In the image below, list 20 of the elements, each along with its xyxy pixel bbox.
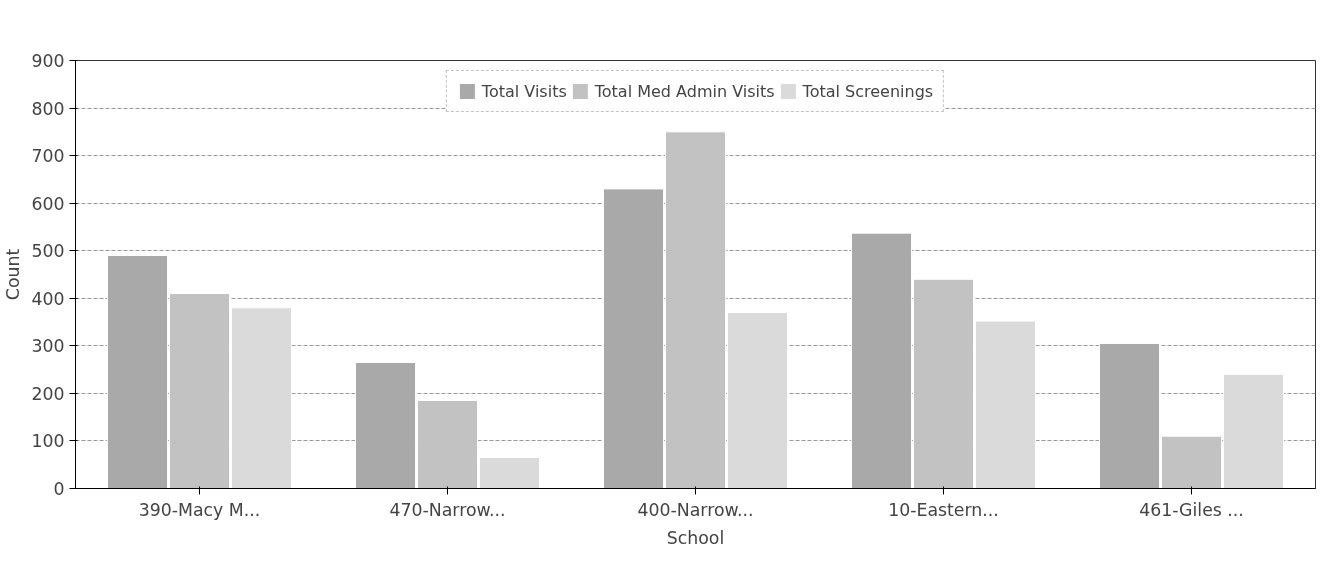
y-axis-title: Count xyxy=(3,248,24,301)
x-tick-label: 461-Giles ... xyxy=(1139,499,1244,520)
x-tick-label: 470-Narrow... xyxy=(389,499,506,520)
legend-label: Total Visits xyxy=(481,81,567,101)
x-tick-label: 400-Narrow... xyxy=(637,499,754,520)
x-tick-label: 10-Eastern... xyxy=(888,499,999,520)
y-tick-label: 400 xyxy=(31,288,65,309)
y-tick-label: 800 xyxy=(31,98,65,119)
y-tick-label: 900 xyxy=(31,51,65,71)
y-tick-label: 100 xyxy=(31,431,65,452)
y-tick-label: 500 xyxy=(31,241,65,262)
x-tick-label: 390-Macy M... xyxy=(138,499,261,520)
y-tick-label: 200 xyxy=(31,383,65,404)
legend-label: Total Med Admin Visits xyxy=(594,81,775,101)
y-tick-label: 300 xyxy=(31,336,65,357)
y-tick-label: 600 xyxy=(31,193,65,214)
legend-label: Total Screenings xyxy=(802,81,934,101)
x-axis-title: School xyxy=(666,527,725,548)
y-tick-label: 700 xyxy=(31,146,65,167)
y-tick-label: 0 xyxy=(53,479,65,499)
